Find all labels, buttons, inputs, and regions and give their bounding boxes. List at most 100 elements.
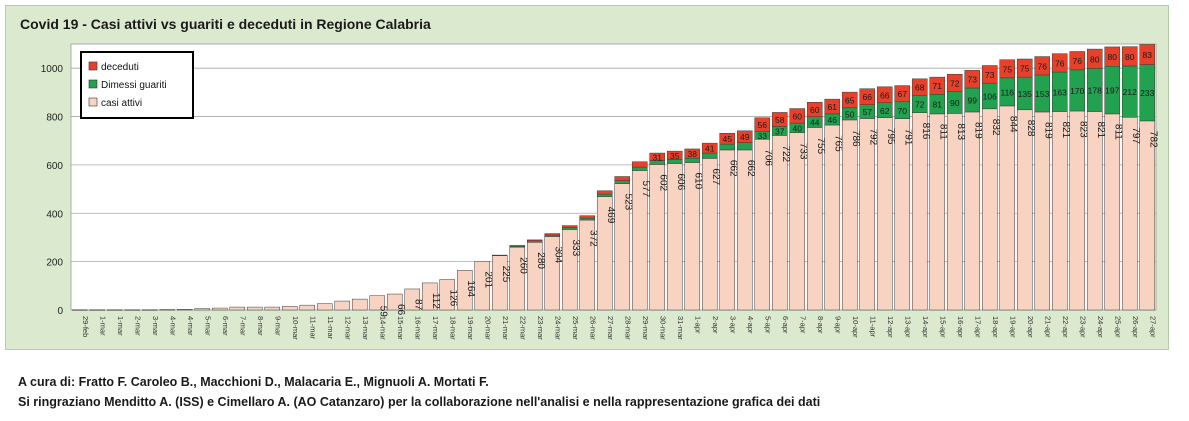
bar-casi-attivi: [211, 307, 228, 311]
data-label: 627: [710, 168, 721, 185]
bar-deceduti: [1069, 51, 1086, 71]
bar-casi-attivi: [1069, 110, 1086, 311]
data-label: 782: [1147, 131, 1158, 148]
data-label: 106: [983, 91, 997, 101]
bar-casi-attivi: [386, 293, 403, 311]
data-label: 65: [845, 95, 855, 105]
x-tick-label: 15-mar: [396, 316, 405, 340]
data-label: 821: [1060, 121, 1071, 138]
bar-deceduti: [964, 70, 981, 89]
bar-casi-attivi: [456, 270, 473, 311]
data-label: 469: [605, 207, 616, 224]
x-tick-label: 22-apr: [1061, 316, 1070, 338]
data-label: 844: [1007, 116, 1018, 133]
x-tick-label: 4-mar: [168, 316, 177, 336]
bar-deceduti: [824, 98, 841, 115]
bar-dimessi-guariti: [736, 142, 753, 151]
data-label: 816: [920, 123, 931, 140]
data-label: 50: [845, 109, 855, 119]
x-tick-label: 4-apr: [746, 316, 755, 334]
legend-label: casi attivi: [101, 98, 142, 109]
x-tick-label: 18-mar: [448, 316, 457, 340]
data-label: 41: [705, 144, 715, 154]
bar-dimessi-guariti: [596, 193, 613, 197]
x-tick-label: 17-apr: [973, 316, 982, 338]
data-label: 31: [653, 152, 663, 162]
data-label: 260: [517, 257, 528, 274]
bar-casi-attivi: [999, 105, 1016, 311]
bar-dimessi-guariti: [614, 180, 631, 184]
data-label: 280: [535, 252, 546, 269]
bar-deceduti: [1034, 56, 1051, 76]
bar-deceduti: [596, 190, 613, 195]
x-tick-label: 1-mar: [116, 316, 125, 336]
bar-casi-attivi: [351, 298, 368, 311]
bar-deceduti: [1104, 46, 1121, 67]
bar-deceduti: [981, 65, 998, 84]
bar-deceduti: [929, 76, 946, 95]
bar-deceduti: [999, 59, 1016, 79]
bar-casi-attivi: [491, 255, 508, 311]
bar-dimessi-guariti: [561, 227, 578, 230]
bar-dimessi-guariti: [701, 152, 718, 159]
data-label: 153: [1035, 89, 1049, 99]
bar-deceduti: [736, 130, 753, 143]
bar-deceduti: [719, 132, 736, 145]
x-tick-label: 31-mar: [676, 316, 685, 340]
bar-dimessi-guariti: [719, 143, 736, 151]
y-tick-label: 800: [46, 113, 63, 124]
x-tick-label: 11-mar: [326, 316, 335, 340]
x-tick-label: 13-mar: [361, 316, 370, 340]
bar-casi-attivi: [439, 279, 456, 311]
data-label: 90: [950, 98, 960, 108]
data-label: 37: [775, 126, 785, 136]
y-tick-label: 0: [57, 306, 63, 317]
legend-label: deceduti: [101, 62, 139, 73]
x-tick-label: 24-mar: [553, 316, 562, 340]
bar-casi-attivi: [159, 309, 176, 311]
bar-casi-attivi: [1034, 111, 1051, 311]
legend-box: [80, 51, 194, 119]
bar-casi-attivi: [964, 111, 981, 311]
x-tick-label: 13-apr: [903, 316, 912, 338]
x-tick-label: 25-mar: [571, 316, 580, 340]
x-tick-label: 24-apr: [1096, 316, 1105, 338]
x-tick-label: 12-mar: [343, 316, 352, 340]
bar-casi-attivi: [334, 300, 351, 311]
data-label: 49: [740, 132, 750, 142]
bar-casi-attivi: [474, 261, 491, 311]
credits-authors: A cura di: Fratto F. Caroleo B., Macchio…: [18, 375, 489, 389]
data-label: 662: [745, 160, 756, 177]
data-label: 60: [810, 105, 820, 115]
data-label: 75: [1020, 64, 1030, 74]
data-label: 212: [1123, 87, 1137, 97]
x-tick-label: 19-mar: [466, 316, 475, 340]
x-tick-label: 11-apr: [868, 316, 877, 338]
x-tick-label: 7-mar: [238, 316, 247, 336]
y-tick-label: 400: [46, 209, 63, 220]
data-label: 73: [968, 75, 978, 85]
data-label: 755: [815, 137, 826, 154]
data-label: 40: [793, 123, 803, 133]
bar-casi-attivi: [316, 303, 333, 311]
data-label: 80: [1108, 52, 1118, 62]
bar-casi-attivi: [841, 119, 858, 311]
bar-deceduti: [526, 239, 543, 242]
data-label: 80: [1125, 52, 1135, 62]
data-label: 786: [850, 130, 861, 147]
data-label: 66: [880, 90, 890, 100]
chart-frame: Covid 19 - Casi attivi vs guariti e dece…: [5, 5, 1169, 350]
x-tick-label: 19-apr: [1008, 316, 1017, 338]
data-label: 76: [1055, 58, 1065, 68]
bar-casi-attivi: [1104, 113, 1121, 311]
data-label: 178: [1088, 85, 1102, 95]
bar-casi-attivi: [806, 127, 823, 311]
data-label: 46: [828, 115, 838, 125]
x-tick-label: 3-apr: [728, 316, 737, 334]
legend-swatch: [88, 79, 98, 89]
data-label: 35: [670, 151, 680, 161]
bar-casi-attivi: [859, 118, 876, 311]
data-label: 66: [863, 92, 873, 102]
x-tick-label: 18-apr: [991, 316, 1000, 338]
x-tick-label: 23-apr: [1078, 316, 1087, 338]
